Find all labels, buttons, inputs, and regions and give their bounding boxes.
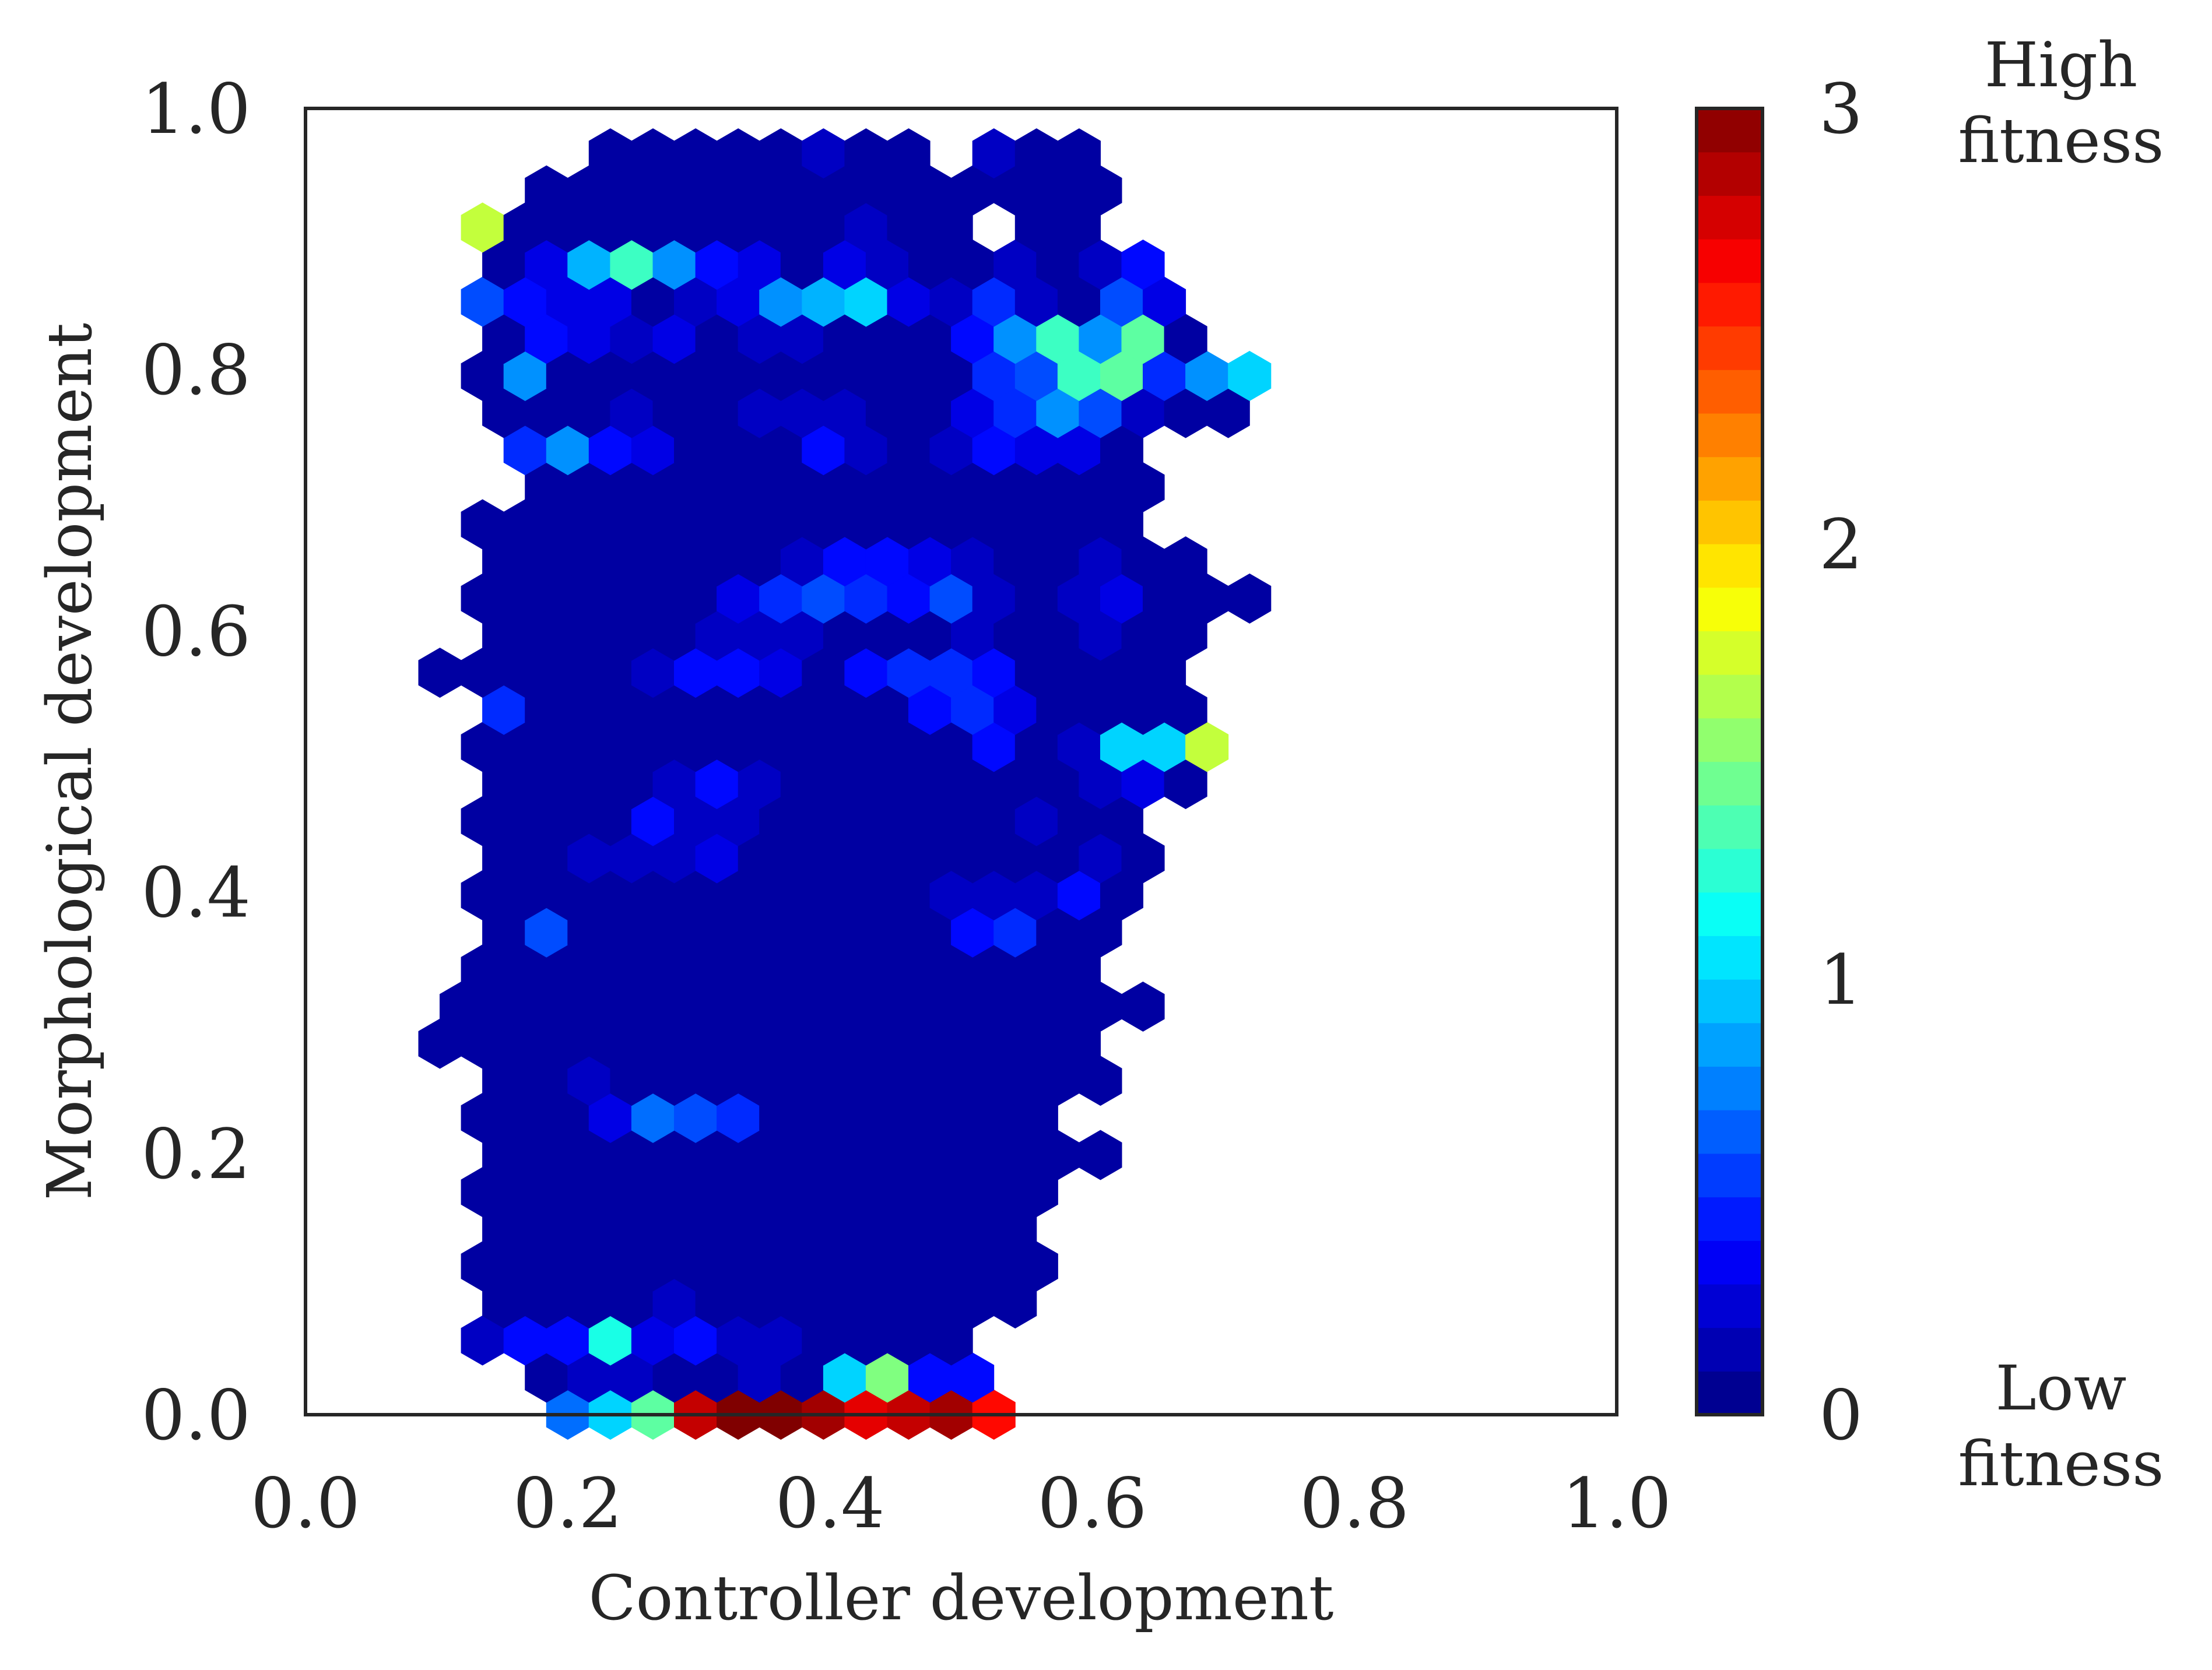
hexbin-cell (1121, 240, 1165, 290)
x-tick-label: 0.6 (1038, 1463, 1147, 1544)
colorbar-segment (1697, 1284, 1762, 1328)
colorbar-tick-label: 1 (1819, 940, 1863, 1020)
colorbar-segment (1697, 456, 1762, 501)
plot-frame (304, 107, 1618, 1416)
x-tick-label: 0.2 (513, 1463, 623, 1544)
colorbar-segment (1697, 1327, 1762, 1372)
colorbar-segment (1697, 413, 1762, 458)
colorbar-tick-label: 3 (1819, 69, 1863, 149)
colorbar-segment (1697, 805, 1762, 849)
colorbar-segment (1697, 326, 1762, 370)
x-tick-label: 0.4 (775, 1463, 885, 1544)
colorbar-tick-label: 2 (1819, 504, 1863, 585)
hexbin-cell (1164, 536, 1207, 587)
hexbin-cell (1121, 981, 1165, 1032)
hexbin-cell (1228, 350, 1272, 401)
hexbin-cell (418, 648, 462, 698)
colorbar-segment (1697, 587, 1762, 631)
colorbar-segment (1697, 848, 1762, 893)
colorbar-low-label-line1: Low (1996, 1352, 2127, 1424)
colorbar-segment (1697, 718, 1762, 762)
y-tick-label: 0.4 (141, 853, 251, 933)
colorbar-segment (1697, 108, 1762, 153)
colorbar-segment (1697, 1022, 1762, 1067)
colorbar-low-label-line2: fitness (1958, 1428, 2164, 1500)
hexbin-cell (1079, 1130, 1122, 1180)
y-tick-label: 0.6 (141, 591, 251, 671)
y-axis-label: Morphological development (34, 323, 106, 1200)
colorbar-segment (1697, 1153, 1762, 1198)
colorbar-segment (1697, 631, 1762, 675)
x-tick-label: 0.8 (1300, 1463, 1409, 1544)
colorbar-segment (1697, 936, 1762, 980)
y-tick-label: 0.8 (141, 330, 251, 410)
colorbar-segment (1697, 282, 1762, 327)
colorbar-frame (1695, 107, 1764, 1416)
y-tick-label: 0.2 (141, 1114, 251, 1194)
hexbin-cell (1057, 128, 1101, 179)
colorbar-segment (1697, 1197, 1762, 1241)
colorbar-tick-labels: 0 1 2 3 (1819, 69, 1863, 1455)
x-tick-label: 1.0 (1562, 1463, 1672, 1544)
y-tick-label: 1.0 (141, 69, 251, 149)
colorbar-segment (1697, 370, 1762, 414)
y-tick-label: 0.0 (141, 1375, 251, 1455)
colorbar-segment (1697, 892, 1762, 936)
x-tick-label: 0.0 (251, 1463, 360, 1544)
colorbar-segment (1697, 152, 1762, 196)
colorbar-segment (1697, 195, 1762, 240)
hexbin-cells (418, 128, 1272, 1440)
colorbar-segment (1697, 544, 1762, 588)
colorbar-segment (1697, 239, 1762, 283)
x-axis-label: Controller development (588, 1562, 1333, 1634)
hexbin-cell (1228, 573, 1272, 624)
colorbar-segment (1697, 979, 1762, 1024)
colorbar-segment (1697, 1371, 1762, 1415)
colorbar-segment (1697, 761, 1762, 806)
colorbar-segment (1697, 1240, 1762, 1285)
colorbar (1697, 108, 1762, 1415)
colorbar-high-label-line2: fitness (1958, 105, 2164, 177)
x-tick-labels: 0.0 0.2 0.4 0.6 0.8 1.0 (251, 1463, 1672, 1544)
colorbar-high-label-line1: High (1985, 29, 2137, 101)
colorbar-segment (1697, 674, 1762, 719)
y-tick-labels: 0.0 0.2 0.4 0.6 0.8 1.0 (141, 69, 251, 1455)
colorbar-segment (1697, 1110, 1762, 1154)
colorbar-segment (1697, 500, 1762, 544)
colorbar-segment (1697, 1066, 1762, 1110)
colorbar-tick-label: 0 (1819, 1375, 1863, 1455)
hexbin-cell (887, 128, 931, 179)
